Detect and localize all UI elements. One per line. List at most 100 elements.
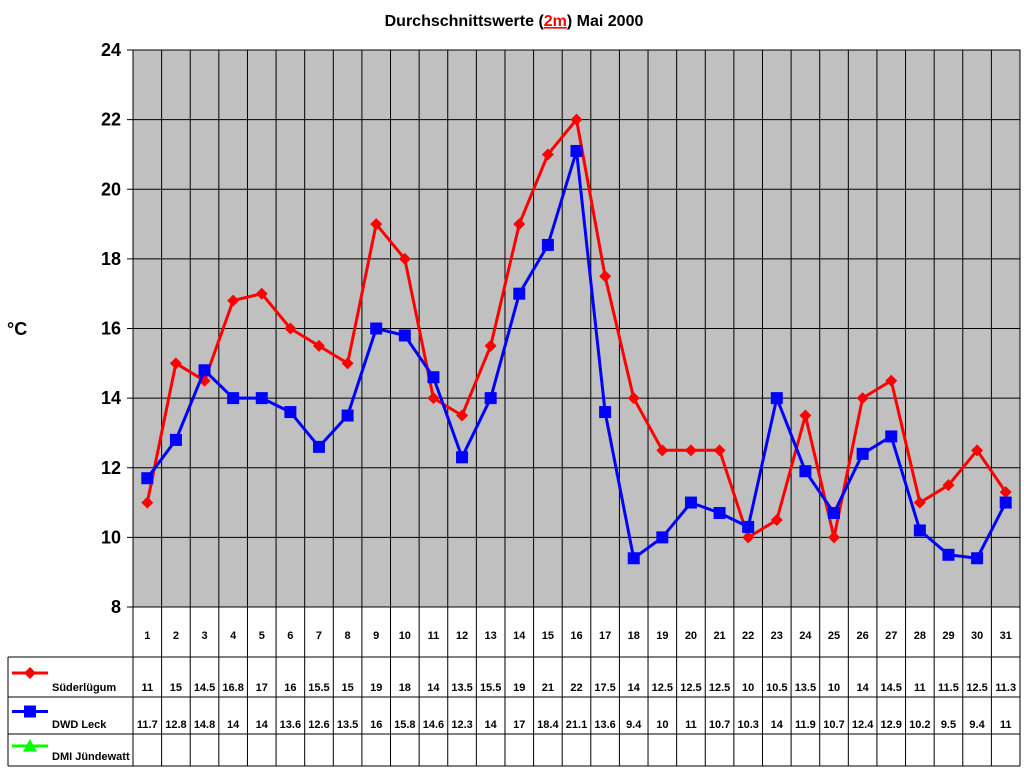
x-category-label: 20 xyxy=(685,630,697,642)
data-point xyxy=(456,451,469,464)
table-value: 13.6 xyxy=(280,719,301,731)
table-value: 12.5 xyxy=(709,682,730,694)
x-category-label: 11 xyxy=(428,630,440,642)
data-point xyxy=(885,374,898,387)
table-value: 15.5 xyxy=(480,682,501,694)
table-value: 10.7 xyxy=(823,719,844,731)
y-tick-label: 12 xyxy=(101,458,121,478)
table-value: 12.6 xyxy=(308,719,329,731)
table-value: 18.4 xyxy=(537,719,559,731)
data-point xyxy=(684,496,697,509)
legend-marker xyxy=(23,739,37,752)
data-point xyxy=(828,531,841,544)
x-category-label: 15 xyxy=(542,630,554,642)
table-value: 12.3 xyxy=(451,719,472,731)
x-category-label: 13 xyxy=(485,630,497,642)
y-tick-label: 20 xyxy=(101,179,121,199)
y-tick-label: 8 xyxy=(111,597,121,617)
data-point xyxy=(484,339,497,352)
data-point xyxy=(398,252,411,265)
table-value: 14.8 xyxy=(194,719,215,731)
x-category-label: 25 xyxy=(828,630,840,642)
data-table: 1 2 3 4 5 6 7 8 9 10 11 12 13 14 15 16 17 18 19 20 21 22 23 24 2… xyxy=(7,607,1021,767)
table-value: 11.7 xyxy=(137,719,158,731)
data-point xyxy=(656,531,669,544)
table-value: 17 xyxy=(513,719,525,731)
data-point xyxy=(513,287,526,300)
table-value: 14 xyxy=(427,682,440,694)
x-category-label: 17 xyxy=(599,630,611,642)
data-point xyxy=(570,144,583,157)
chart-title-link[interactable]: 2m xyxy=(544,13,567,30)
table-value: 14 xyxy=(857,682,870,694)
data-point xyxy=(398,329,411,342)
table-value: 12.5 xyxy=(680,682,701,694)
table-value: 11 xyxy=(1000,719,1012,731)
data-point xyxy=(742,520,755,533)
table-value: 14 xyxy=(227,719,240,731)
legend-marker xyxy=(24,667,36,679)
data-point xyxy=(284,322,297,335)
table-value: 14 xyxy=(628,682,641,694)
table-value: 21.1 xyxy=(566,719,587,731)
table-value: 16 xyxy=(284,682,296,694)
table-value: 15 xyxy=(170,682,182,694)
x-category-label: 30 xyxy=(971,630,983,642)
data-point xyxy=(627,392,640,405)
x-category-label: 9 xyxy=(373,630,379,642)
data-point xyxy=(770,392,783,405)
x-category-label: 29 xyxy=(942,630,954,642)
table-value: 10.3 xyxy=(737,719,758,731)
chart-title-suffix: ) Mai 2000 xyxy=(567,13,644,30)
data-point xyxy=(913,524,926,537)
table-value: 12.9 xyxy=(881,719,902,731)
data-point xyxy=(828,507,841,520)
data-point xyxy=(684,444,697,457)
y-axis-label: °C xyxy=(7,319,27,339)
table-value: 10 xyxy=(742,682,754,694)
y-tick-label: 16 xyxy=(101,319,121,339)
data-point xyxy=(284,406,297,419)
data-point xyxy=(169,433,182,446)
table-value: 12.8 xyxy=(165,719,186,731)
data-point xyxy=(656,444,669,457)
x-category-label: 14 xyxy=(513,630,526,642)
data-point xyxy=(255,392,268,405)
table-value: 11 xyxy=(914,682,926,694)
table-value: 9.5 xyxy=(941,719,956,731)
table-value: 16 xyxy=(370,719,382,731)
data-point xyxy=(141,472,154,485)
data-point xyxy=(427,371,440,384)
table-value: 14 xyxy=(485,719,498,731)
table-value: 11.9 xyxy=(795,719,816,731)
data-point xyxy=(856,392,869,405)
table-value: 15.8 xyxy=(394,719,415,731)
table-value: 17 xyxy=(256,682,268,694)
table-value: 12.4 xyxy=(852,719,874,731)
x-category-label: 18 xyxy=(628,630,640,642)
data-point xyxy=(856,447,869,460)
x-category-label: 26 xyxy=(857,630,869,642)
data-point xyxy=(599,270,612,283)
table-value: 18 xyxy=(399,682,411,694)
data-point xyxy=(713,507,726,520)
data-point xyxy=(427,392,440,405)
data-point xyxy=(341,409,354,422)
x-category-label: 22 xyxy=(742,630,754,642)
x-category-label: 24 xyxy=(799,630,812,642)
table-value: 11 xyxy=(141,682,153,694)
data-point xyxy=(999,486,1012,499)
table-value: 15 xyxy=(341,682,353,694)
data-point xyxy=(770,513,783,526)
table-value: 17.5 xyxy=(594,682,615,694)
table-value: 15.5 xyxy=(308,682,329,694)
x-category-label: 21 xyxy=(713,630,725,642)
data-point xyxy=(484,392,497,405)
data-point xyxy=(456,409,469,422)
data-point xyxy=(227,294,240,307)
table-value: 19 xyxy=(513,682,525,694)
data-point xyxy=(627,552,640,565)
table-value: 9.4 xyxy=(969,719,985,731)
y-tick-label: 10 xyxy=(101,527,121,547)
